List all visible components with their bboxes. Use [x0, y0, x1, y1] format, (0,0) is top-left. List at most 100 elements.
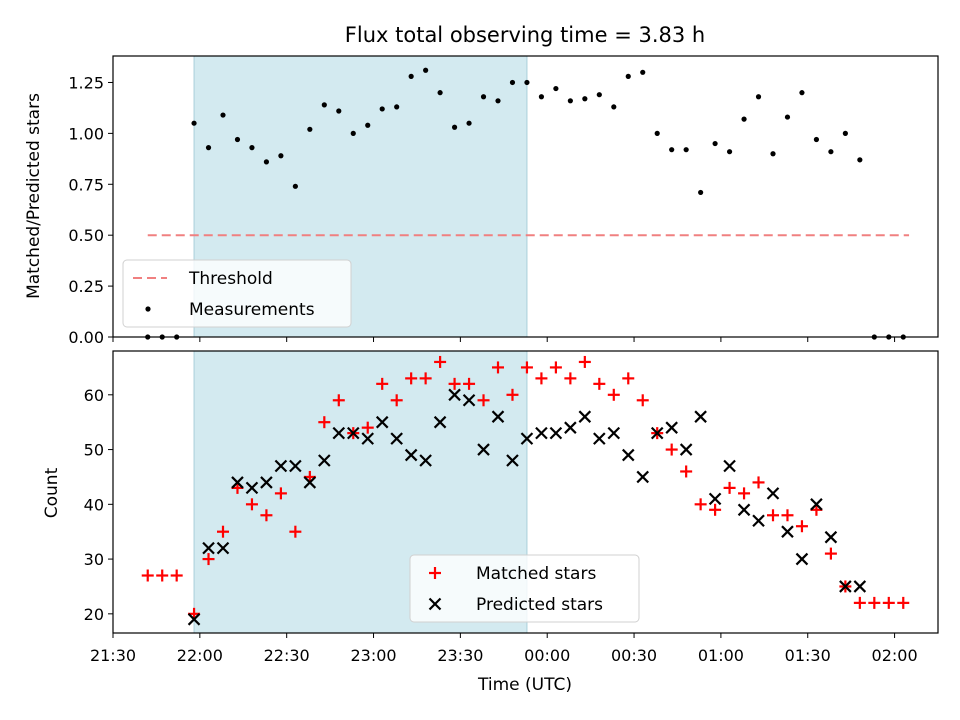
predicted-star-d2: [375, 415, 389, 429]
measurement-point: [654, 130, 660, 136]
predicted-star-point: [737, 503, 751, 517]
predicted-star-d2: [578, 410, 592, 423]
matched-star-point: [390, 394, 403, 407]
predicted-star-d2: [448, 388, 461, 402]
measurement-point: [524, 79, 530, 86]
predicted-star-point: [535, 426, 548, 440]
measurement-point: [292, 183, 298, 189]
predicted-star-d2: [462, 394, 476, 407]
matched-star-point: [564, 372, 577, 385]
predicted-star-point: [506, 454, 519, 467]
predicted-star-d2: [419, 454, 432, 467]
predicted-star-d2: [723, 459, 736, 473]
measurement-point: [394, 104, 400, 110]
legend-matched-swatch: [429, 567, 441, 579]
y-tick-label: 20: [84, 605, 104, 624]
legend-label: Predicted stars: [476, 595, 603, 615]
predicted-star-d2: [766, 487, 780, 500]
measurement-point: [437, 90, 443, 96]
predicted-star-d2: [390, 432, 403, 445]
matched-star-point: [549, 361, 562, 374]
predicted-star-point: [231, 476, 244, 489]
measurement-point: [611, 104, 617, 110]
x-tick-label: 01:00: [698, 646, 744, 665]
predicted-star-point: [766, 487, 780, 500]
predicted-star-point: [708, 492, 722, 506]
matched-star-point: [636, 394, 649, 407]
predicted-star-point: [216, 541, 230, 555]
predicted-star-d2: [318, 454, 331, 467]
matched-star-point: [680, 465, 693, 478]
predicted-star-d2: [737, 503, 751, 517]
matched-star-point: [477, 394, 490, 407]
matched-star-point: [506, 388, 519, 401]
y-tick-label: 0.25: [68, 277, 104, 296]
matched-star-point: [318, 416, 331, 429]
measurement-point: [799, 90, 805, 96]
measurement-point: [857, 157, 863, 163]
matched-star-point: [289, 525, 302, 538]
matched-star-point: [781, 509, 794, 522]
matched-star-point: [752, 476, 765, 489]
predicted-star-point: [839, 580, 852, 593]
measurement-point: [249, 145, 255, 151]
matched-star-point: [492, 361, 504, 374]
predicted-star-d2: [549, 426, 563, 440]
matched-star-point: [448, 377, 461, 390]
predicted-star-d2: [795, 552, 809, 566]
y-tick-label: 0.50: [68, 226, 104, 245]
matched-star-point: [535, 372, 548, 385]
predicted-star-point: [260, 476, 273, 489]
x-tick-label: 00:00: [524, 646, 570, 665]
predicted-star-point: [607, 426, 621, 440]
predicted-star-point: [520, 432, 534, 445]
predicted-star-d2: [361, 432, 375, 445]
predicted-star-point: [433, 415, 447, 429]
x-tick-label: 22:30: [264, 646, 310, 665]
predicted-star-d2: [708, 492, 722, 506]
measurement-point: [741, 116, 747, 122]
matched-star-point: [156, 569, 169, 582]
x-tick-label: 23:30: [437, 646, 483, 665]
predicted-star-d2: [477, 443, 490, 456]
matched-star-point: [274, 487, 287, 500]
measurement-point: [408, 73, 414, 79]
predicted-star-point: [781, 525, 794, 538]
predicted-star-point: [650, 426, 664, 440]
predicted-star-point: [679, 443, 693, 456]
legend-measurement-swatch: [145, 306, 151, 312]
legend-box: [409, 554, 640, 623]
measurement-point: [770, 151, 776, 157]
measurement-point: [784, 114, 791, 120]
predicted-star-point: [245, 481, 259, 495]
predicted-star-d2: [346, 426, 360, 440]
predicted-star-point: [318, 454, 331, 467]
matched-star-point: [622, 372, 635, 385]
predicted-star-point: [303, 476, 317, 489]
measurement-point: [278, 153, 284, 159]
measurement-point: [726, 149, 733, 155]
predicted-star-d2: [332, 426, 346, 440]
predicted-star-point: [491, 410, 505, 423]
measurement-point: [451, 124, 458, 130]
predicted-star-d2: [810, 498, 823, 511]
matched-star-point: [376, 377, 389, 390]
predicted-star-d2: [679, 443, 693, 456]
measurement-point: [466, 120, 472, 126]
measurement-point: [365, 122, 371, 128]
predicted-star-d2: [404, 448, 418, 462]
predicted-star-d2: [650, 426, 664, 440]
legend-label: Matched stars: [476, 564, 596, 584]
measurement-point: [350, 130, 356, 136]
predicted-star-point: [665, 421, 678, 434]
matched-star-point: [332, 394, 345, 407]
matched-star-point: [405, 372, 418, 385]
predicted-star-point: [578, 410, 592, 423]
predicted-star-point: [593, 432, 606, 445]
legend-predicted-d2: [428, 597, 442, 611]
predicted-star-d2: [506, 454, 519, 467]
panel-top: 0.00 0.25 0.50 0.75 1.00 1.25 Threshold Measure…: [68, 55, 939, 347]
matched-star-point: [217, 525, 229, 538]
predicted-star-point: [549, 426, 563, 440]
